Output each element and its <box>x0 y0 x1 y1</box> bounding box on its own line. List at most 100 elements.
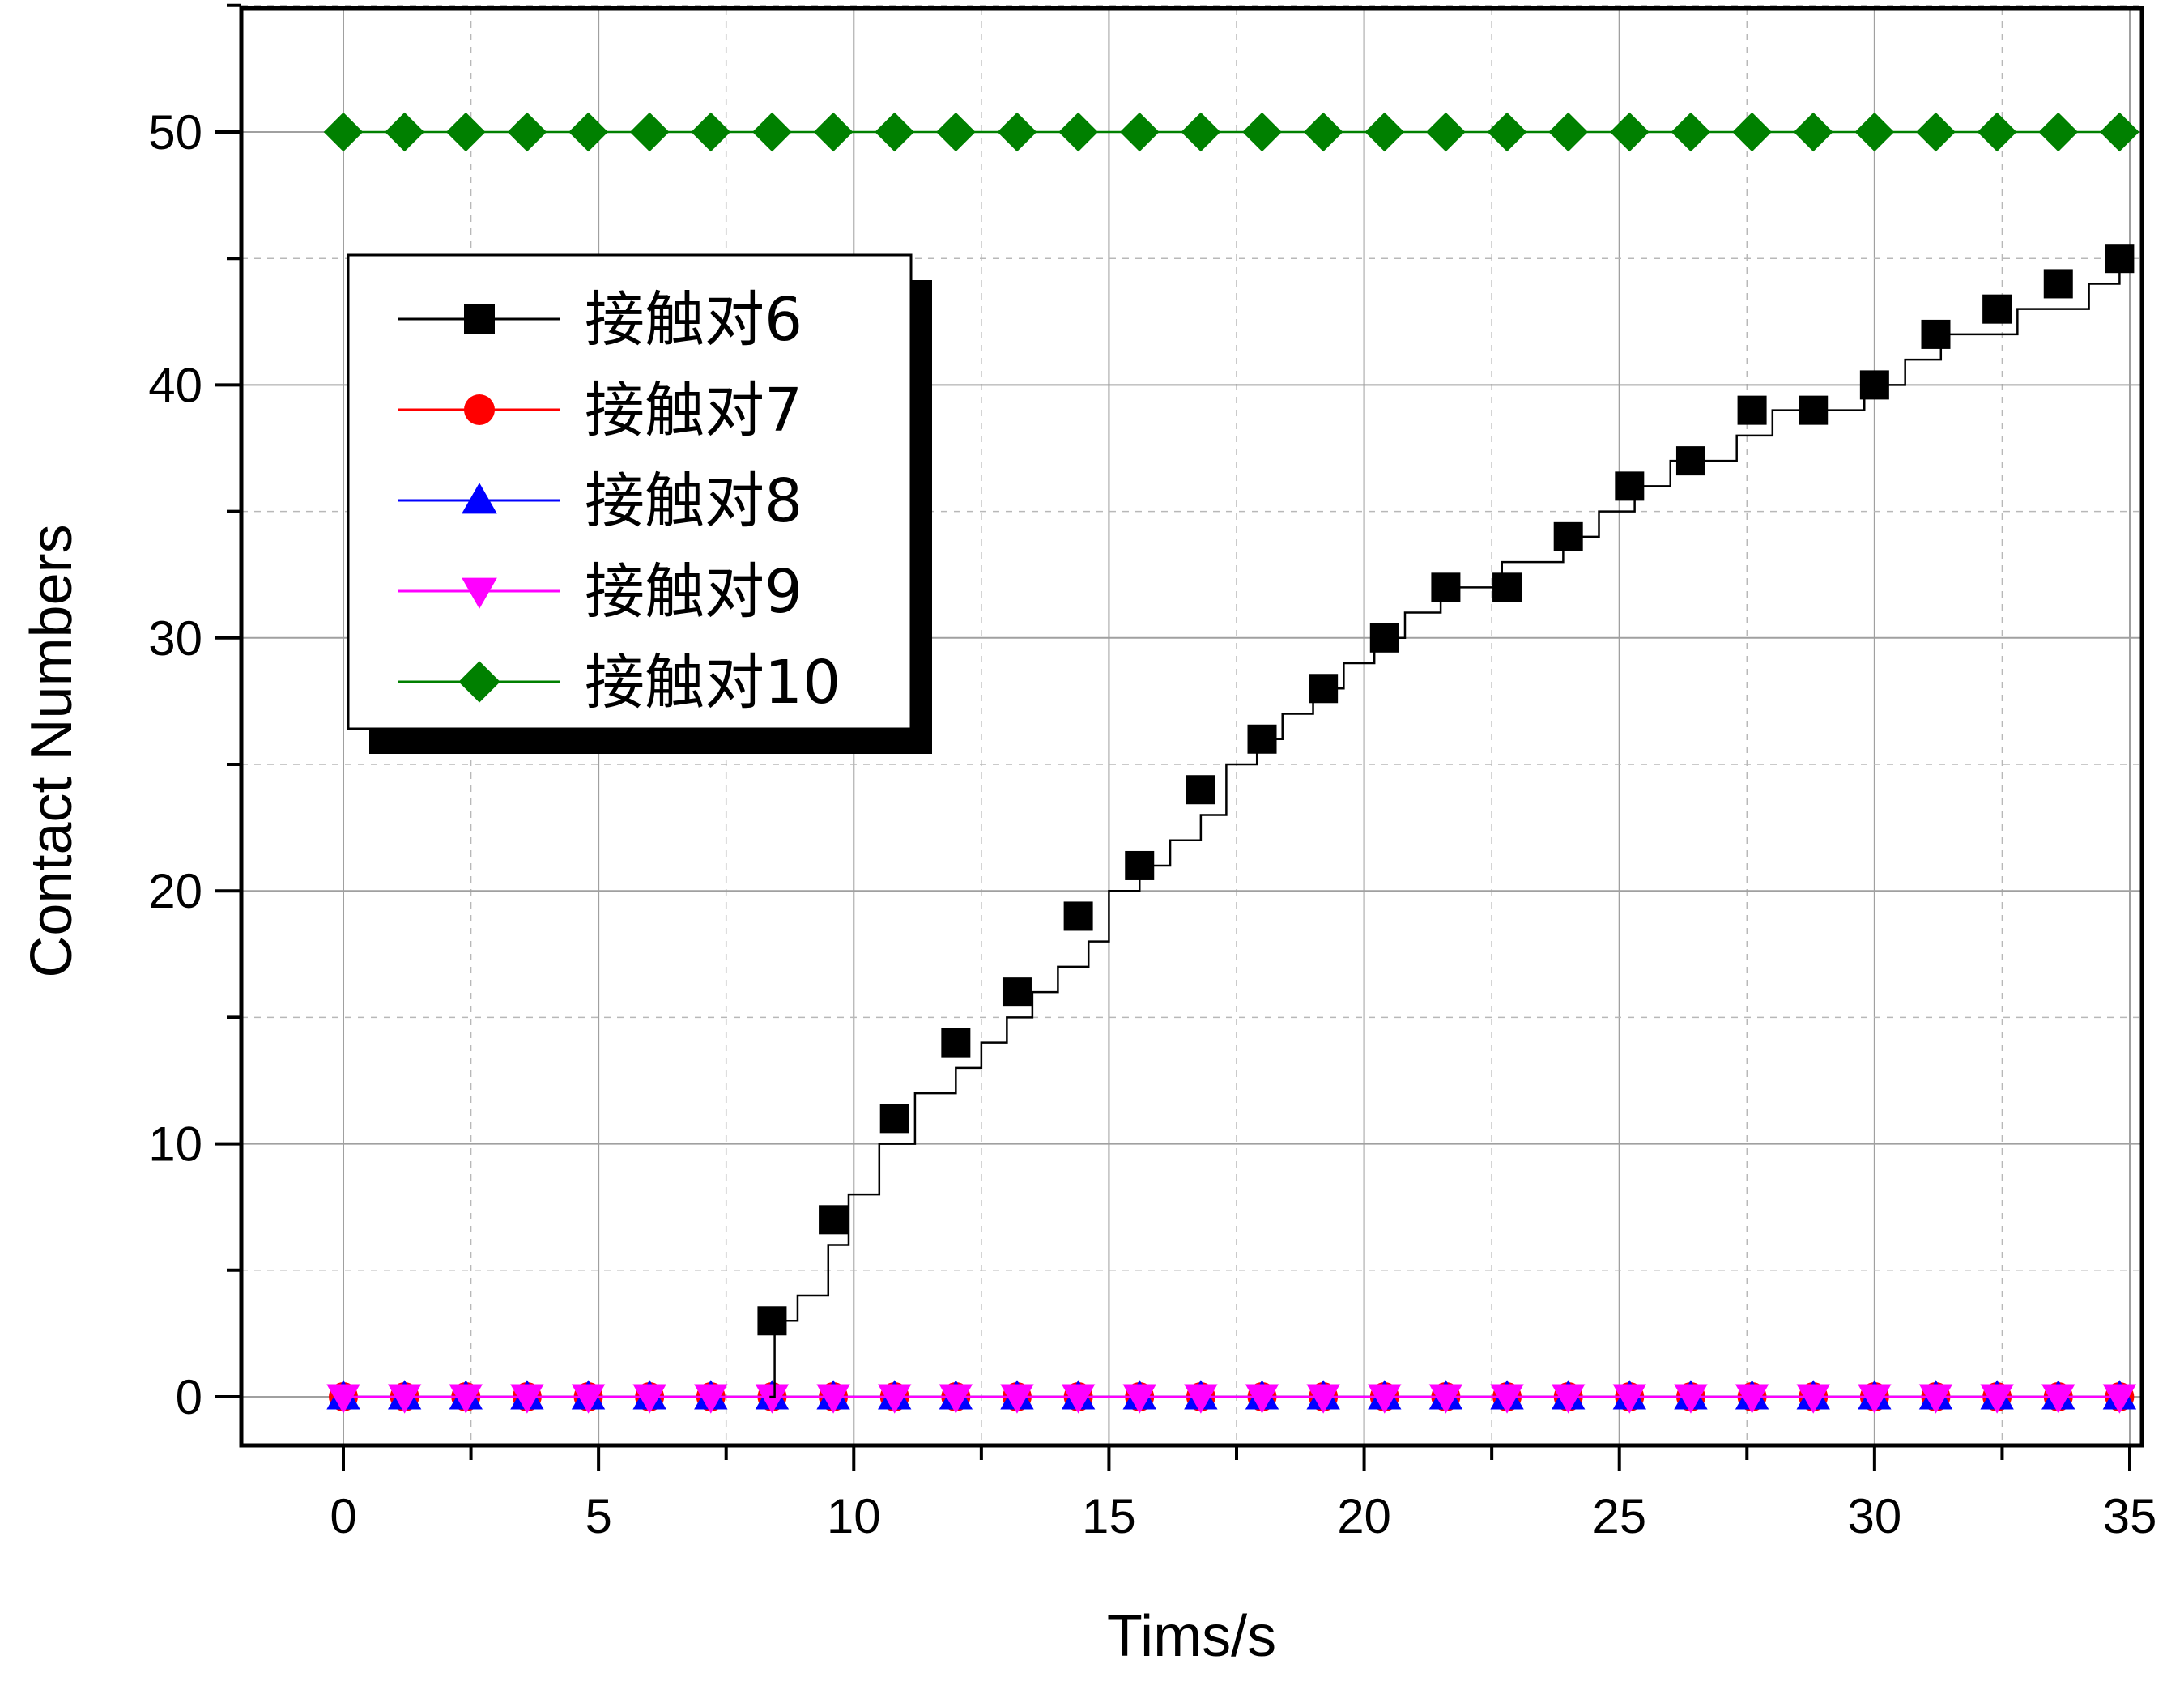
data-point <box>997 112 1037 152</box>
x-tick-label: 30 <box>1847 1489 1901 1543</box>
plot-frame <box>239 6 2144 1448</box>
data-point <box>1854 112 1895 152</box>
x-tick-label: 25 <box>1592 1489 1646 1543</box>
data-point <box>691 112 731 152</box>
data-point <box>1061 1384 1096 1414</box>
data-point <box>326 1384 360 1414</box>
data-point <box>1309 674 1339 704</box>
series-layer <box>323 112 2139 1414</box>
data-point <box>510 1384 544 1414</box>
legend-marker <box>458 661 500 703</box>
data-point <box>1002 977 1032 1007</box>
data-point <box>387 1384 422 1414</box>
y-tick-label: 30 <box>148 611 202 666</box>
data-point <box>1548 112 1588 152</box>
legend-label: 接触对7 <box>585 376 803 445</box>
legend-entry: 接触对8 <box>398 466 803 536</box>
data-point <box>629 112 670 152</box>
data-point <box>2043 269 2073 299</box>
data-point <box>568 112 608 152</box>
data-point <box>1674 1384 1708 1414</box>
legend-entry: 接触对7 <box>398 376 803 445</box>
data-point <box>1980 1384 2014 1414</box>
data-point <box>1242 112 1282 152</box>
data-point <box>752 112 792 152</box>
data-point <box>1793 112 1833 152</box>
legend-label: 接触对10 <box>585 648 841 717</box>
legend-label: 接触对6 <box>585 285 803 355</box>
data-point <box>1490 1384 1524 1414</box>
legend-entry: 接触对10 <box>398 648 841 717</box>
data-point <box>936 112 976 152</box>
data-point <box>813 112 854 152</box>
data-point <box>1553 521 1583 551</box>
data-point <box>1610 112 1650 152</box>
legend-label: 接触对9 <box>585 557 803 627</box>
data-point <box>1737 395 1767 425</box>
data-point <box>2102 1384 2137 1414</box>
grid <box>241 5 2142 1445</box>
data-point <box>1125 850 1155 880</box>
data-point <box>1431 572 1461 602</box>
legend: 接触对6 接触对7 接触对8 接触对9 接触对10 <box>347 253 932 754</box>
data-point <box>1122 1384 1156 1414</box>
data-point <box>1675 446 1705 476</box>
data-point <box>1796 1384 1830 1414</box>
data-point <box>1364 112 1405 152</box>
legend-entry: 接触对9 <box>398 557 803 627</box>
data-point <box>1428 1384 1463 1414</box>
data-point <box>445 112 486 152</box>
data-point <box>1063 901 1093 931</box>
x-tick-label: 0 <box>330 1489 356 1543</box>
data-point <box>1492 572 1522 602</box>
axes: 0 5 10 15 20 25 30 35 0 10 20 30 40 50 <box>148 3 2157 1543</box>
data-point <box>1859 370 1889 400</box>
series-6 <box>757 244 2135 1398</box>
x-tick-label: 35 <box>2103 1489 2157 1543</box>
data-point <box>1000 1384 1034 1414</box>
data-point <box>1858 1384 1892 1414</box>
data-point <box>1245 1384 1279 1414</box>
data-point <box>1369 623 1399 653</box>
data-point <box>449 1384 483 1414</box>
legend-marker <box>462 577 497 609</box>
data-point <box>757 1306 787 1336</box>
data-point <box>2105 244 2135 274</box>
data-point <box>1426 112 1466 152</box>
data-point <box>1487 112 1527 152</box>
data-point <box>2041 1384 2075 1414</box>
series-9 <box>326 1384 2137 1414</box>
data-point <box>939 1384 973 1414</box>
data-point <box>875 112 915 152</box>
data-point <box>1732 112 1772 152</box>
data-point <box>1671 112 1711 152</box>
data-point <box>1184 1384 1218 1414</box>
legend-label: 接触对8 <box>585 466 803 536</box>
data-point <box>1921 319 1951 349</box>
data-point <box>571 1384 606 1414</box>
data-point <box>385 112 424 152</box>
legend-marker <box>464 394 495 425</box>
data-point <box>1247 724 1277 754</box>
data-point <box>323 112 364 152</box>
data-point <box>1306 1384 1340 1414</box>
data-point <box>1735 1384 1769 1414</box>
data-point <box>1982 294 2012 324</box>
data-point <box>819 1205 849 1235</box>
data-point <box>1058 112 1098 152</box>
data-point <box>1368 1384 1402 1414</box>
data-point <box>632 1384 666 1414</box>
data-point <box>507 112 547 152</box>
data-point <box>816 1384 850 1414</box>
series-10 <box>323 112 2139 152</box>
data-point <box>2038 112 2079 152</box>
x-tick-label: 5 <box>585 1489 611 1543</box>
y-tick-label: 0 <box>176 1370 202 1424</box>
data-point <box>1551 1384 1586 1414</box>
data-point <box>878 1384 912 1414</box>
data-point <box>1918 1384 1953 1414</box>
data-point <box>1612 1384 1647 1414</box>
legend-entry: 接触对6 <box>398 285 803 355</box>
